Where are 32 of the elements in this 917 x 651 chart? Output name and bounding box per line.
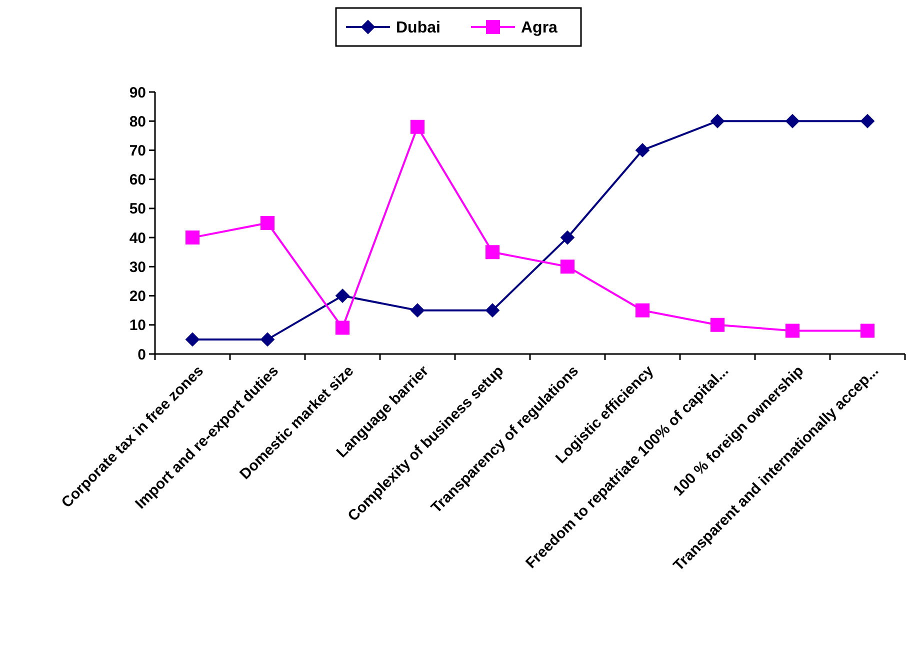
point: [260, 332, 274, 346]
point: [186, 332, 200, 346]
point: [186, 230, 200, 245]
point: [410, 303, 424, 318]
point: [336, 288, 350, 303]
point: [636, 143, 650, 158]
point: [410, 120, 424, 134]
y-tick-label: 70: [129, 142, 146, 160]
y-tick-label: 40: [129, 230, 146, 247]
point: [560, 230, 574, 245]
legend-label: Agra: [521, 20, 558, 37]
y-tick-label: 10: [129, 317, 146, 334]
y-tick-label: 50: [129, 200, 146, 218]
point: [336, 320, 350, 335]
y-tick-label: 60: [129, 172, 146, 189]
y-tick-label: 80: [129, 113, 146, 130]
point: [710, 318, 724, 332]
legend-label: Dubai: [396, 20, 440, 37]
point: [786, 324, 800, 338]
y-tick-label: 20: [129, 288, 146, 306]
y-tick-label: 0: [138, 346, 146, 364]
point: [560, 260, 574, 274]
y-tick-label: 30: [129, 258, 146, 276]
point: [786, 114, 800, 128]
point: [486, 245, 500, 260]
point: [636, 303, 650, 318]
point: [260, 216, 274, 230]
point: [486, 303, 500, 318]
point: [860, 114, 874, 128]
y-tick-label: 90: [129, 84, 146, 102]
point: [860, 324, 874, 338]
point: [710, 114, 724, 128]
